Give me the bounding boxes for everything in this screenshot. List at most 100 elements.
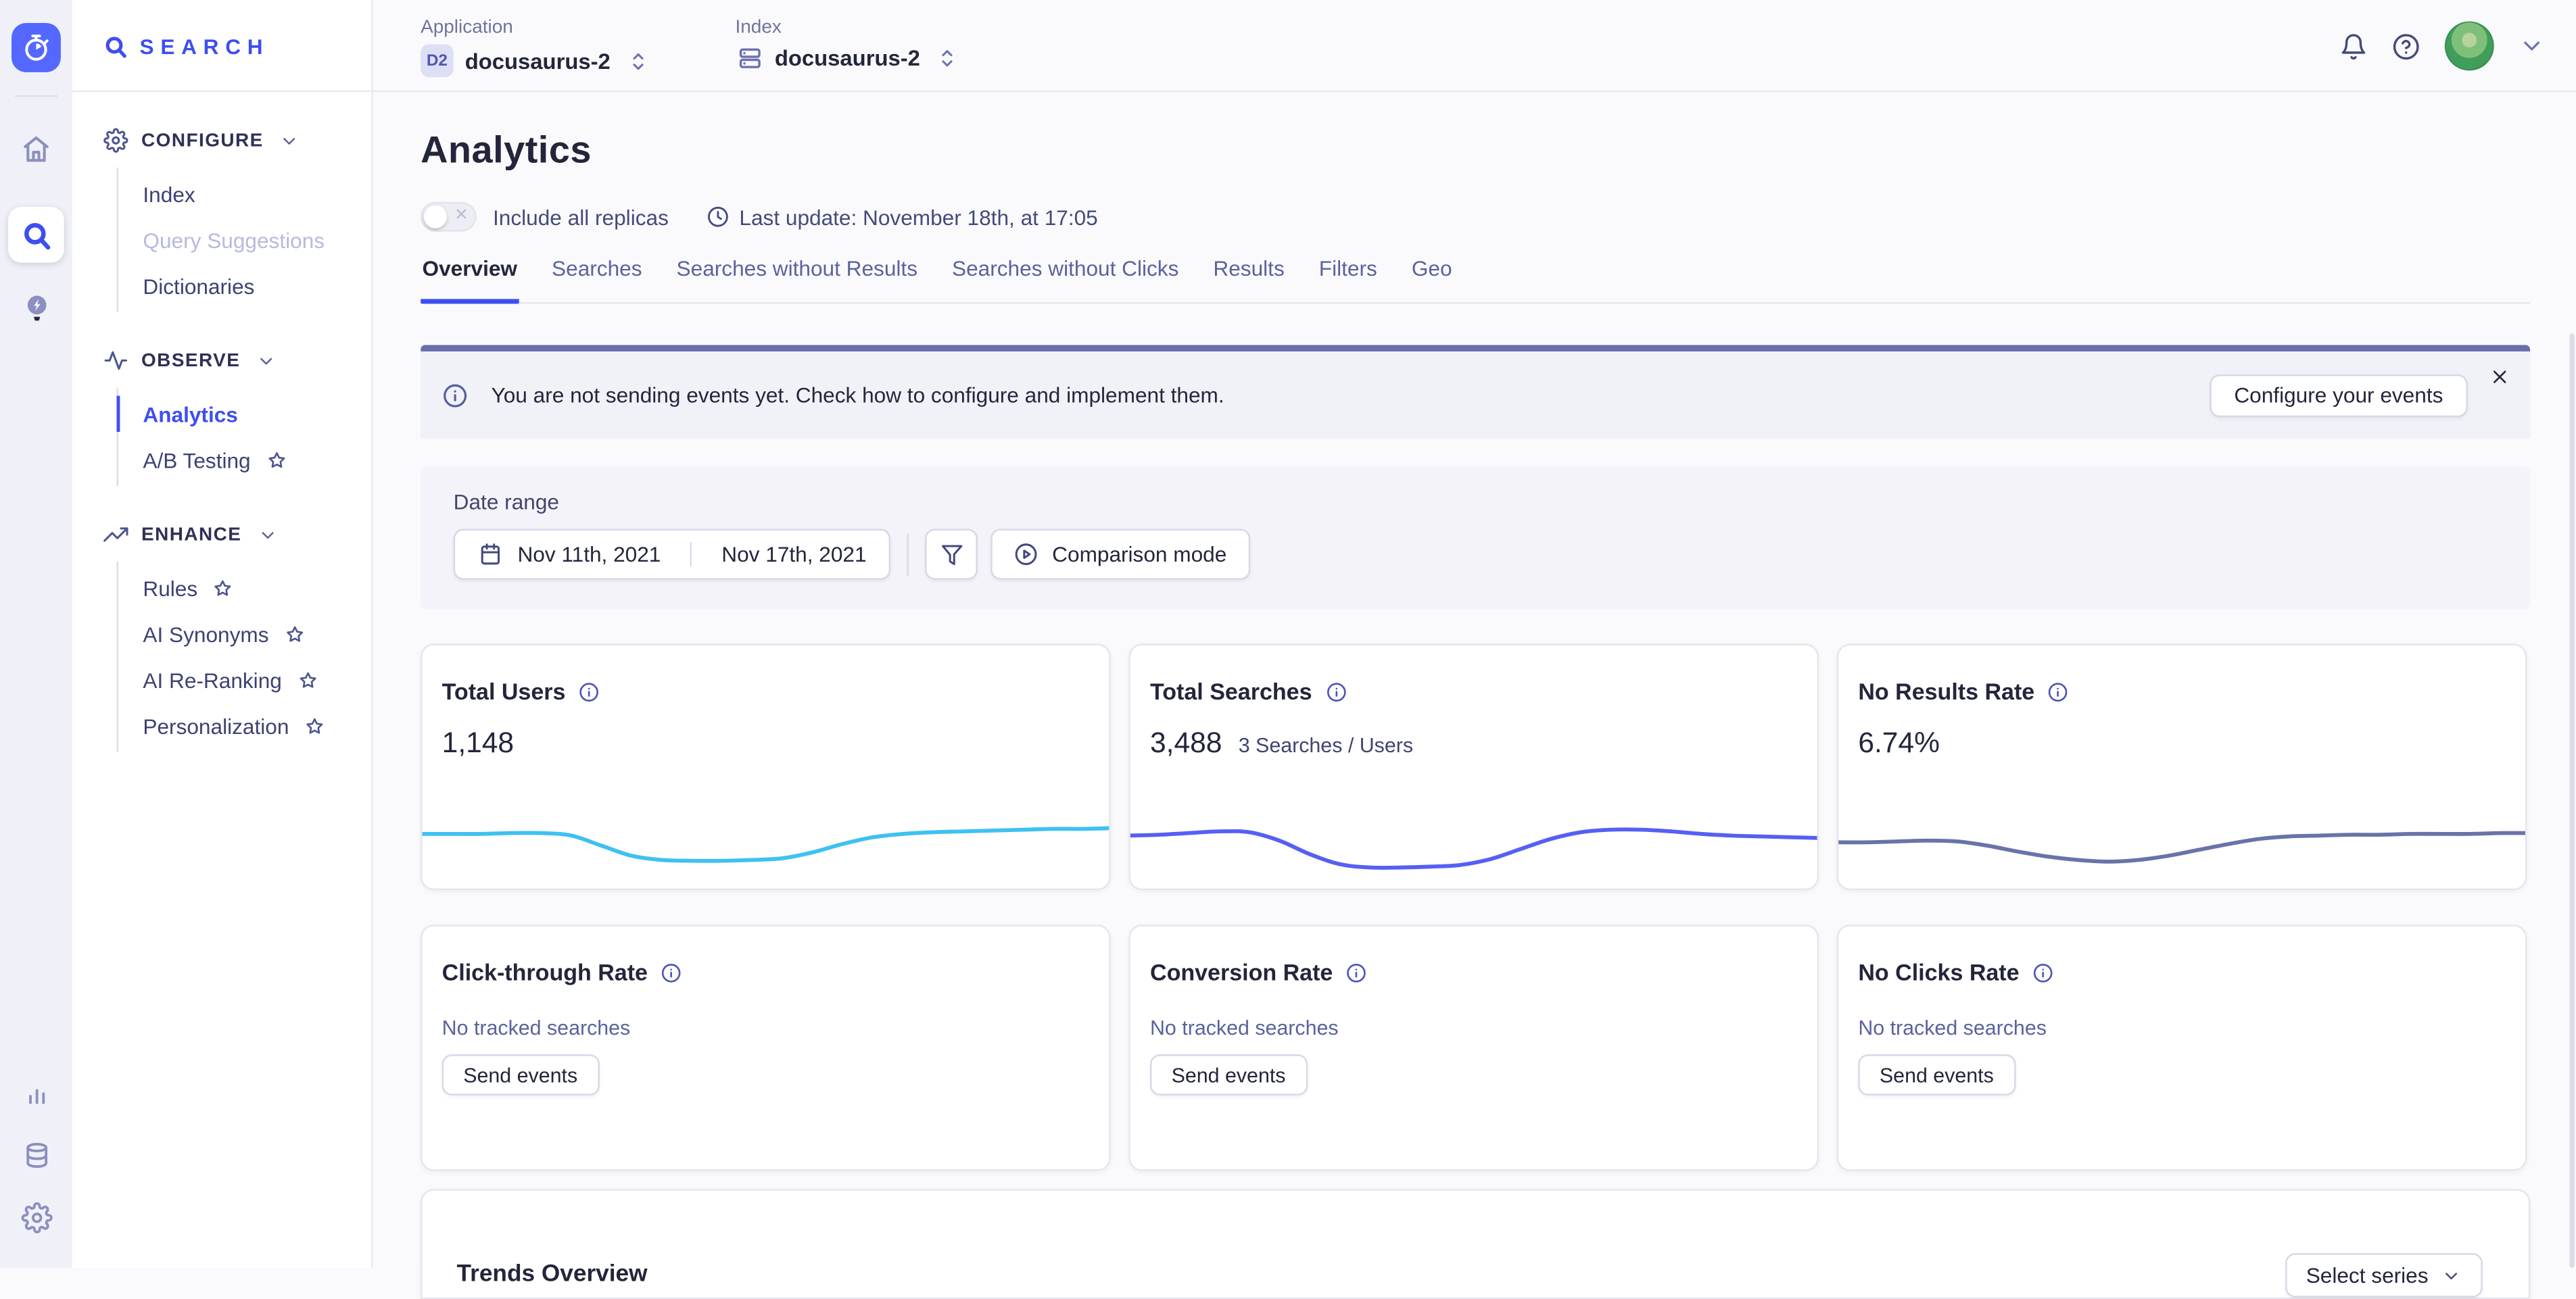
trends-title: Trends Overview	[456, 1261, 648, 1288]
main-area: Application D2 docusaurus-2 Index docusa…	[373, 0, 2576, 1299]
star-icon[interactable]	[212, 577, 234, 599]
info-icon[interactable]	[661, 962, 682, 983]
tab-geo[interactable]: Geo	[1411, 256, 1452, 281]
date-end: Nov 17th, 2021	[721, 541, 867, 567]
gear-icon	[20, 1201, 52, 1233]
sidebar-item-personalization[interactable]: Personalization	[118, 703, 371, 749]
sidebar-item-dictionaries[interactable]: Dictionaries	[143, 273, 255, 299]
select-series-label: Select series	[2306, 1263, 2429, 1288]
star-icon[interactable]	[304, 715, 325, 737]
section-header-enhance[interactable]: ENHANCE	[72, 522, 371, 547]
tab-searches-without-results[interactable]: Searches without Results	[676, 256, 918, 281]
events-info-banner: You are not sending events yet. Check ho…	[421, 345, 2531, 439]
send-events-button[interactable]: Send events	[1858, 1054, 2016, 1096]
tab-results[interactable]: Results	[1213, 256, 1285, 281]
bell-icon[interactable]	[2339, 32, 2367, 59]
comparison-mode-button[interactable]: Comparison mode	[991, 529, 1250, 580]
rail-home-button[interactable]	[8, 122, 64, 178]
sidebar-item-rules[interactable]: Rules	[118, 565, 371, 611]
trending-up-icon	[103, 527, 128, 542]
rail-settings-button[interactable]	[8, 1189, 64, 1245]
index-value: docusaurus-2	[774, 46, 920, 71]
select-series-button[interactable]: Select series	[2285, 1253, 2483, 1298]
topbar-actions	[2339, 0, 2576, 71]
bar-chart-icon	[28, 1088, 45, 1104]
sidebar-section-observe: OBSERVE Analytics A/B Testing	[72, 348, 371, 487]
configure-events-button[interactable]: Configure your events	[2209, 373, 2468, 417]
funnel-icon	[941, 545, 963, 566]
metric-cards-row: Total Users 1,148 Total Searches 3,488 3…	[421, 643, 2530, 891]
database-icon	[26, 1142, 47, 1167]
card-value: 3,488	[1150, 726, 1222, 759]
card-value: 6.74%	[1858, 726, 1940, 759]
card-title: Total Users	[442, 678, 566, 705]
section-header-configure[interactable]: CONFIGURE	[72, 128, 371, 153]
algolia-app-icon[interactable]	[11, 23, 61, 72]
include-replicas-label: Include all replicas	[493, 204, 669, 229]
filter-button[interactable]	[926, 529, 978, 580]
rail-usage-button[interactable]	[8, 1064, 64, 1121]
chevron-down-icon	[2446, 1272, 2458, 1279]
calendar-icon	[481, 543, 500, 565]
info-icon[interactable]	[1346, 962, 1368, 983]
logo-text: SEARCH	[139, 34, 270, 59]
date-range-label: Date range	[453, 489, 559, 514]
info-icon[interactable]	[2032, 962, 2054, 983]
rail-search-product-button[interactable]	[8, 207, 64, 263]
clock-icon	[707, 206, 728, 227]
toggle-knob	[423, 205, 447, 228]
chevron-down-icon[interactable]	[2519, 33, 2545, 59]
card-value: 1,148	[442, 726, 515, 759]
card-title: No Results Rate	[1858, 678, 2035, 705]
tab-overview[interactable]: Overview	[421, 256, 519, 304]
scrollbar-thumb[interactable]	[2569, 333, 2575, 1268]
info-icon[interactable]	[579, 681, 600, 702]
chevron-down-icon	[284, 137, 296, 144]
rail-data-button[interactable]	[8, 1127, 64, 1183]
sort-carets-icon	[632, 52, 643, 70]
index-icon	[738, 48, 760, 68]
sidebar-item-ab-testing[interactable]: A/B Testing	[118, 437, 371, 483]
send-events-button[interactable]: Send events	[442, 1054, 599, 1096]
section-label: CONFIGURE	[141, 130, 264, 151]
help-icon[interactable]	[2392, 32, 2420, 59]
star-icon[interactable]	[266, 449, 287, 471]
date-separator	[690, 541, 692, 567]
card-title: Click-through Rate	[442, 959, 648, 985]
rail-recommend-button[interactable]	[8, 279, 64, 335]
index-label: Index	[735, 18, 782, 38]
empty-state-text: No tracked searches	[1150, 1016, 1339, 1040]
star-icon[interactable]	[283, 623, 305, 645]
sidebar-item-analytics[interactable]: Analytics	[116, 391, 371, 437]
search-product-logo[interactable]: SEARCH	[72, 0, 371, 59]
product-rail	[0, 0, 74, 1268]
play-circle-icon	[1016, 543, 1038, 566]
page-title: Analytics	[421, 128, 592, 171]
send-events-button[interactable]: Send events	[1150, 1054, 1308, 1096]
date-range-button[interactable]: Nov 11th, 2021 Nov 17th, 2021	[453, 529, 892, 580]
sidebar-item-index[interactable]: Index	[143, 181, 195, 206]
section-header-observe[interactable]: OBSERVE	[72, 348, 371, 372]
sidebar-section-enhance: ENHANCE Rules AI Synonyms AI Re-Ranking …	[72, 522, 371, 752]
card-no-results-rate: No Results Rate 6.74%	[1836, 643, 2527, 891]
star-icon[interactable]	[297, 669, 318, 691]
vertical-divider	[907, 533, 909, 576]
lightbulb-icon	[26, 295, 46, 320]
meta-row: ✕ Include all replicas Last update: Nove…	[421, 201, 2530, 232]
close-icon[interactable]	[2489, 366, 2510, 388]
tab-searches[interactable]: Searches	[552, 256, 642, 281]
user-avatar[interactable]	[2444, 21, 2494, 71]
info-icon[interactable]	[2048, 681, 2070, 702]
info-icon[interactable]	[1325, 681, 1347, 702]
sidebar-item-query-suggestions[interactable]: Query Suggestions	[143, 227, 325, 253]
application-select[interactable]: D2 docusaurus-2	[421, 44, 650, 78]
tab-searches-without-clicks[interactable]: Searches without Clicks	[952, 256, 1179, 281]
index-select[interactable]: docusaurus-2	[736, 45, 960, 72]
sidebar-item-ai-synonyms[interactable]: AI Synonyms	[118, 611, 371, 657]
date-start: Nov 11th, 2021	[517, 541, 661, 567]
card-total-searches: Total Searches 3,488 3 Searches / Users	[1128, 643, 1819, 891]
sidebar-item-ai-re-ranking[interactable]: AI Re-Ranking	[118, 657, 371, 703]
topbar: Application D2 docusaurus-2 Index docusa…	[373, 0, 2576, 93]
include-replicas-toggle[interactable]: ✕	[421, 201, 477, 232]
tab-filters[interactable]: Filters	[1318, 256, 1377, 281]
